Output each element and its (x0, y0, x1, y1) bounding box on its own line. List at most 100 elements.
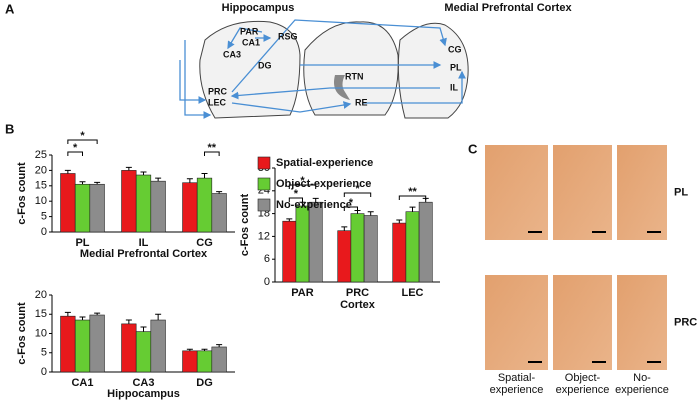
legend-swatch (257, 156, 271, 170)
error-bar (216, 344, 223, 347)
bar (89, 183, 105, 233)
x-tick-label: DG (196, 377, 213, 389)
y-tick-label: 5 (41, 347, 47, 359)
y-axis-label: c-Fos count (16, 162, 28, 225)
bar (211, 193, 227, 233)
bar (182, 350, 198, 373)
x-tick-label: PAR (291, 287, 313, 299)
error-bar (201, 172, 208, 179)
significance-label: * (355, 183, 360, 195)
x-axis-label: Medial Prefrontal Cortex (80, 248, 208, 260)
error-bar (409, 206, 416, 212)
bar (150, 180, 166, 233)
region-label: PL (450, 62, 462, 72)
region-label: RTN (345, 71, 364, 81)
x-axis-label: Cortex (340, 299, 376, 311)
region-label: RE (355, 97, 368, 107)
region-label: PRC (208, 86, 228, 96)
error-bar (94, 312, 101, 316)
column-label: experience (615, 384, 669, 396)
y-tick-label: 25 (35, 149, 47, 161)
error-bar (286, 218, 293, 222)
panel-a: A Hippocampus Medial Prefrontal Cortex (5, 1, 572, 119)
x-tick-label: IL (139, 237, 149, 249)
significance-bracket (288, 184, 317, 189)
error-bar (140, 326, 147, 332)
column-label: Spatial- (498, 372, 536, 384)
error-bar (94, 181, 101, 185)
error-bar (396, 219, 403, 224)
bar (89, 314, 105, 373)
y-tick-label: 10 (35, 195, 47, 207)
significance-bracket (343, 192, 372, 197)
legend-swatch (257, 198, 271, 212)
y-tick-label: 12 (258, 230, 270, 242)
brain-section (397, 22, 469, 119)
x-tick-label: CA1 (71, 377, 93, 389)
significance-label: * (300, 175, 305, 187)
error-bar (125, 166, 132, 171)
significance-label: * (73, 142, 78, 154)
bar (196, 177, 213, 233)
y-tick-label: 10 (35, 327, 47, 339)
significance-bracket (67, 151, 83, 156)
bar (60, 315, 76, 373)
y-tick-label: 15 (35, 180, 47, 192)
row-label: PRC (674, 316, 697, 328)
y-tick-label: 5 (41, 211, 47, 223)
bar (74, 319, 91, 373)
region-label: DG (258, 60, 272, 70)
bar (392, 222, 407, 283)
x-tick-label: LEC (402, 287, 424, 299)
region-label: PAR (240, 26, 259, 36)
panel-label: C (468, 141, 478, 156)
bar (74, 183, 91, 233)
y-tick-label: 0 (41, 366, 47, 378)
bar (405, 211, 420, 283)
tissue-image (553, 275, 612, 370)
tissue-image (485, 145, 548, 240)
error-bar (155, 313, 162, 321)
y-tick-label: 0 (264, 276, 270, 288)
connections (179, 19, 466, 119)
tissue-image (553, 145, 612, 240)
bar (182, 182, 198, 233)
error-bar (367, 211, 374, 216)
error-bar (186, 178, 193, 183)
region-label: CG (448, 44, 462, 54)
significance-label: ** (208, 142, 217, 154)
row-label: PL (674, 186, 688, 198)
bar (308, 201, 323, 283)
region-label: CA1 (242, 37, 260, 47)
error-bar (354, 210, 361, 214)
significance-bracket (204, 151, 220, 156)
y-tick-label: 15 (35, 308, 47, 320)
section-title: Hippocampus (222, 2, 295, 14)
brain-section (303, 21, 399, 116)
bar (295, 205, 310, 283)
x-tick-label: PL (75, 237, 89, 249)
y-axis-label: c-Fos count (239, 194, 251, 257)
bar (350, 213, 365, 283)
bar (337, 230, 352, 283)
bar (60, 173, 76, 233)
region-label: RSG (278, 31, 298, 41)
legend-label: Object-experience (276, 178, 371, 190)
column-label: Object- (565, 372, 601, 384)
significance-bracket (398, 195, 427, 200)
significance-label: ** (408, 186, 417, 198)
bar (135, 331, 152, 373)
error-bar (201, 348, 208, 351)
error-bar (125, 319, 132, 324)
legend-label: No-experience (276, 199, 352, 211)
region-label: CA3 (223, 49, 241, 59)
significance-bracket (67, 139, 98, 144)
tissue-image (617, 145, 667, 240)
tissue-image (617, 275, 667, 370)
y-axis-label: c-Fos count (16, 302, 28, 365)
y-tick-label: 20 (35, 164, 47, 176)
panel-label: A (5, 1, 15, 16)
error-bar (299, 201, 306, 206)
error-bar (64, 169, 71, 174)
error-bar (140, 171, 147, 176)
